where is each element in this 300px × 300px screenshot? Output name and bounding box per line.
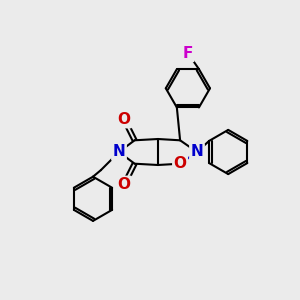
Text: O: O xyxy=(118,177,130,192)
Text: N: N xyxy=(190,145,203,160)
Text: N: N xyxy=(112,145,125,160)
Text: O: O xyxy=(118,112,130,127)
Text: O: O xyxy=(174,156,187,171)
Text: F: F xyxy=(183,46,193,61)
